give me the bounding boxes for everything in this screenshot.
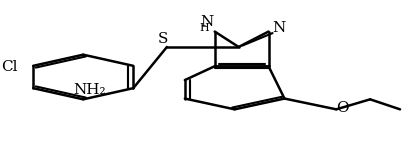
- Text: S: S: [158, 32, 168, 46]
- Text: NH₂: NH₂: [73, 83, 105, 97]
- Text: O: O: [336, 101, 349, 115]
- Text: H: H: [200, 24, 210, 33]
- Text: Cl: Cl: [1, 60, 17, 74]
- Text: N: N: [272, 22, 285, 35]
- Text: N: N: [200, 15, 213, 28]
